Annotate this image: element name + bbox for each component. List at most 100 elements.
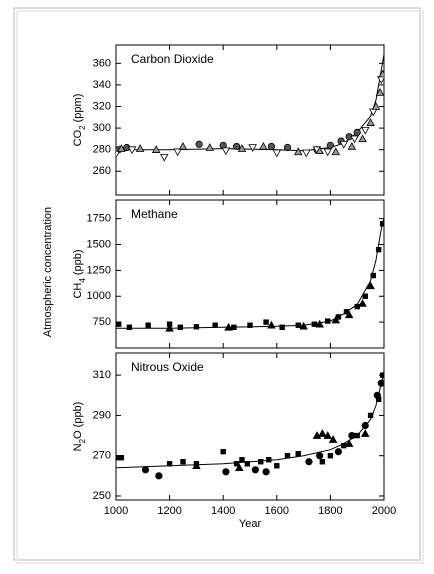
point xyxy=(331,315,341,324)
point xyxy=(323,148,332,157)
point xyxy=(358,134,367,143)
point xyxy=(367,412,374,419)
point xyxy=(377,379,384,387)
point xyxy=(353,128,361,137)
point xyxy=(362,293,368,299)
panel-title: Methane xyxy=(131,207,178,221)
point xyxy=(173,148,182,157)
frame-shadow xyxy=(16,10,424,564)
point xyxy=(347,142,357,150)
y-tick-label: 1500 xyxy=(87,238,111,250)
x-tick-label: 1800 xyxy=(318,505,342,517)
point xyxy=(127,146,137,155)
point xyxy=(151,145,161,153)
point xyxy=(283,143,292,152)
point xyxy=(325,318,331,324)
point xyxy=(180,459,186,465)
point xyxy=(378,69,384,78)
y-tick-label: 360 xyxy=(93,57,111,69)
point xyxy=(379,372,384,378)
point xyxy=(293,147,303,156)
point xyxy=(267,142,276,151)
x-tick-label: 1600 xyxy=(265,505,289,517)
point xyxy=(344,310,354,319)
point xyxy=(116,455,119,461)
x-axis-label: Year xyxy=(239,518,262,530)
point xyxy=(295,322,301,328)
point xyxy=(344,439,354,447)
point xyxy=(231,324,237,331)
x-tick-label: 1200 xyxy=(157,505,181,517)
point xyxy=(239,457,245,463)
point xyxy=(155,472,163,480)
y-tick-label: 320 xyxy=(93,100,111,112)
point xyxy=(259,142,268,150)
point xyxy=(328,435,338,443)
point xyxy=(315,146,324,155)
point xyxy=(262,468,270,476)
point xyxy=(311,321,318,327)
y-axis-label: CH4 (ppb) xyxy=(72,249,87,298)
point xyxy=(233,461,240,467)
y-tick-label: 1750 xyxy=(87,213,111,225)
x-tick-label: 1400 xyxy=(211,505,235,517)
y-tick-label: 260 xyxy=(93,165,111,177)
panel-title: Carbon Dioxide xyxy=(131,52,214,66)
point xyxy=(177,324,184,331)
point xyxy=(221,147,231,156)
y-axis-label-part: 2 xyxy=(78,438,87,443)
point xyxy=(299,321,308,330)
point xyxy=(248,144,257,152)
point xyxy=(258,459,264,465)
point xyxy=(334,448,343,456)
y-tick-label: 750 xyxy=(93,316,111,328)
point xyxy=(118,455,125,461)
point xyxy=(361,421,369,430)
y-tick-label: 1250 xyxy=(87,264,111,276)
point xyxy=(244,461,251,467)
y-axis-label: N2O (ppb) xyxy=(72,402,87,452)
shared-y-label: Atmospheric concentration xyxy=(42,207,54,337)
point xyxy=(341,442,347,449)
point xyxy=(178,142,188,150)
point xyxy=(370,272,376,279)
y-axis-label-part: N xyxy=(72,443,84,451)
panel: 260 280 300 320 340 360 Carbon Dioxide CO2 (ppm… xyxy=(72,44,385,196)
point xyxy=(354,432,360,439)
point xyxy=(326,141,334,149)
point xyxy=(323,431,332,439)
y-tick-label: 1000 xyxy=(87,290,111,302)
panel: 250 270 290 310 1000 1200 1400 1600 1800 2000 Nitr… xyxy=(72,352,396,530)
point xyxy=(195,140,203,148)
point xyxy=(358,299,367,307)
point xyxy=(379,221,384,227)
y-tick-label: 280 xyxy=(93,144,111,156)
point xyxy=(339,141,349,149)
y-tick-label: 340 xyxy=(93,79,111,91)
point xyxy=(360,429,370,437)
point xyxy=(247,322,253,328)
point xyxy=(302,149,311,158)
y-axis-label: CO2 (ppm) xyxy=(72,94,87,147)
y-tick-label: 300 xyxy=(93,122,111,134)
point xyxy=(348,431,356,440)
y-axis-label-part: CH xyxy=(72,283,84,299)
point xyxy=(222,468,230,476)
y-tick-label: 290 xyxy=(93,409,111,421)
point xyxy=(373,391,381,399)
panel-title: Nitrous Oxide xyxy=(131,360,204,374)
point xyxy=(237,144,247,152)
point xyxy=(267,320,276,329)
point xyxy=(224,322,233,331)
point xyxy=(366,118,375,126)
y-axis-label-part: (ppb) xyxy=(72,249,84,278)
point xyxy=(117,144,126,152)
point xyxy=(315,319,324,328)
point xyxy=(233,142,241,151)
point xyxy=(116,321,122,327)
point xyxy=(284,452,291,459)
data xyxy=(116,370,384,480)
point xyxy=(350,135,359,144)
y-axis-label-part: O (ppb) xyxy=(72,402,84,439)
